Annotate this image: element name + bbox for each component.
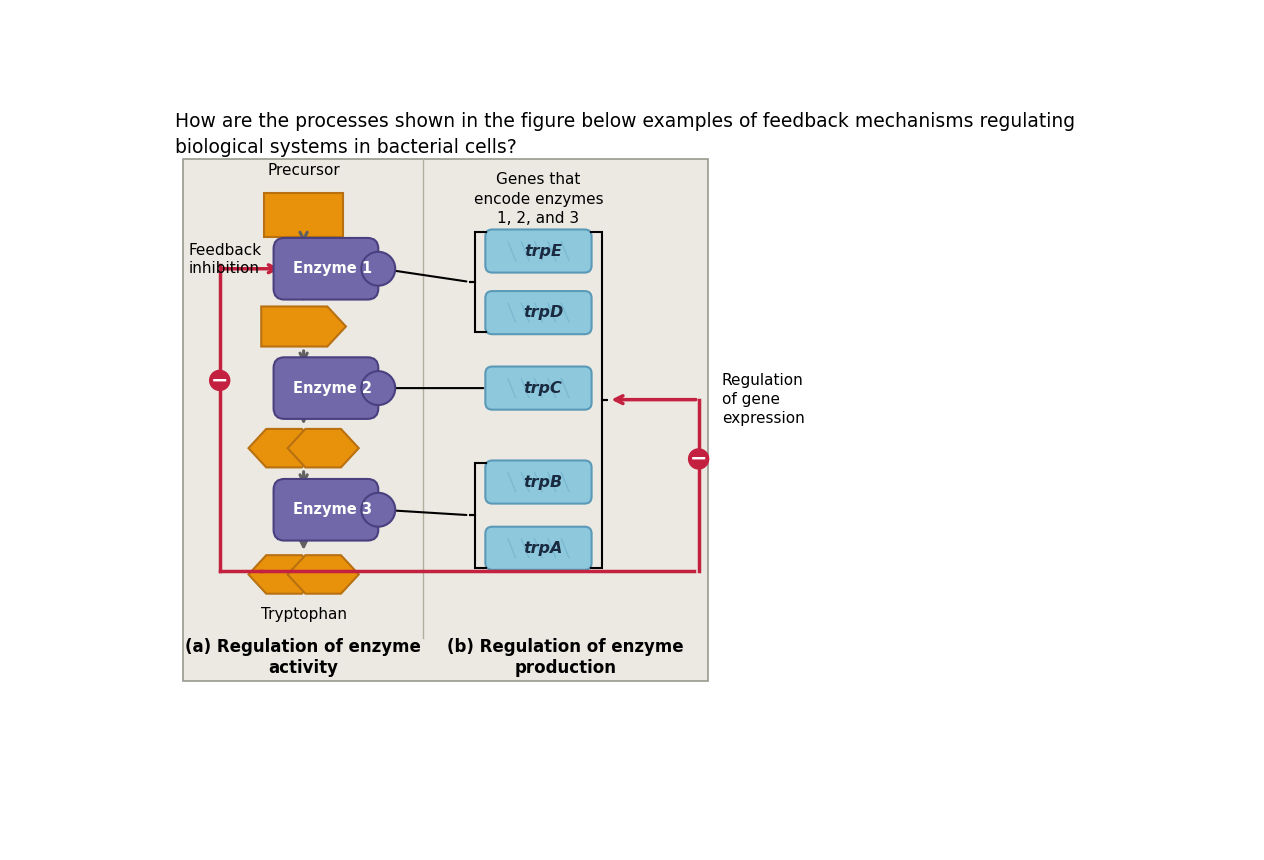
Text: Enzyme 1: Enzyme 1 (292, 261, 372, 276)
Circle shape (362, 493, 396, 526)
Circle shape (362, 252, 396, 286)
Text: trpC: trpC (523, 381, 562, 396)
FancyBboxPatch shape (273, 238, 378, 299)
Text: Feedback
inhibition: Feedback inhibition (188, 243, 262, 276)
FancyBboxPatch shape (485, 366, 592, 409)
Text: How are the processes shown in the figure below examples of feedback mechanisms : How are the processes shown in the figur… (174, 113, 1076, 157)
Text: Genes that
encode enzymes
1, 2, and 3: Genes that encode enzymes 1, 2, and 3 (474, 173, 603, 226)
Text: (b) Regulation of enzyme
production: (b) Regulation of enzyme production (447, 638, 684, 677)
Polygon shape (249, 429, 320, 468)
Text: Regulation
of gene
expression: Regulation of gene expression (722, 373, 804, 427)
Text: trpB: trpB (523, 475, 562, 489)
FancyBboxPatch shape (264, 193, 343, 237)
Circle shape (210, 371, 230, 390)
Text: (a) Regulation of enzyme
activity: (a) Regulation of enzyme activity (185, 638, 421, 677)
FancyBboxPatch shape (273, 479, 378, 541)
Polygon shape (249, 556, 320, 593)
Polygon shape (288, 429, 359, 468)
Text: trpE: trpE (525, 243, 562, 259)
Polygon shape (262, 306, 346, 347)
Text: Tryptophan: Tryptophan (260, 607, 346, 622)
Text: Enzyme 2: Enzyme 2 (292, 381, 372, 396)
FancyBboxPatch shape (485, 460, 592, 504)
Text: −: − (690, 449, 708, 469)
Polygon shape (288, 556, 359, 593)
FancyBboxPatch shape (485, 230, 592, 273)
Text: −: − (211, 371, 229, 390)
Text: Enzyme 3: Enzyme 3 (292, 502, 372, 517)
FancyBboxPatch shape (183, 158, 708, 681)
Text: trpA: trpA (523, 541, 562, 556)
Text: trpD: trpD (523, 305, 564, 320)
FancyBboxPatch shape (273, 357, 378, 419)
Text: Precursor: Precursor (267, 163, 340, 178)
Circle shape (362, 372, 396, 405)
FancyBboxPatch shape (485, 291, 592, 335)
Circle shape (689, 449, 709, 469)
FancyBboxPatch shape (485, 526, 592, 570)
